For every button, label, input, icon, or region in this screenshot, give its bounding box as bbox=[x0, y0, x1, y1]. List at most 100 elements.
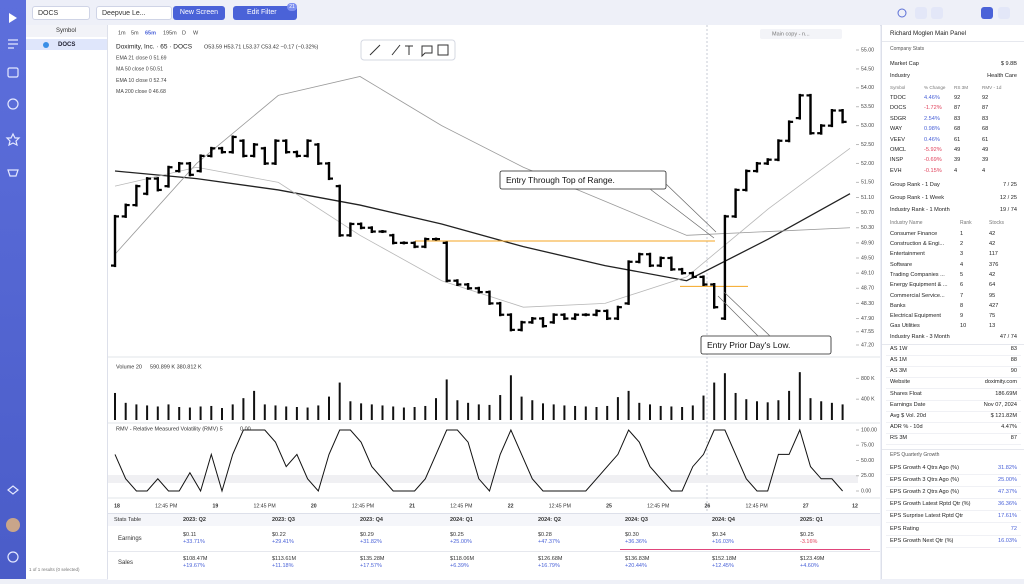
industry-cell: 95 bbox=[989, 292, 996, 299]
price-bar bbox=[218, 146, 226, 154]
price-bar bbox=[485, 290, 494, 305]
peer-cell[interactable]: OMCL bbox=[890, 147, 907, 153]
industry-header: Rank bbox=[960, 219, 972, 226]
y-tick-label: 54.50 bbox=[861, 66, 874, 72]
price-bar bbox=[742, 169, 751, 192]
price-bar bbox=[731, 188, 740, 218]
industry-cell: 376 bbox=[989, 261, 999, 268]
row-divider bbox=[886, 388, 1021, 390]
price-bar bbox=[164, 165, 173, 188]
help-icon[interactable] bbox=[7, 551, 19, 563]
x-icon[interactable] bbox=[915, 7, 927, 19]
filter-icon[interactable] bbox=[7, 169, 19, 177]
indicator-label: MA 50 close 0 50.51 bbox=[116, 67, 163, 73]
y-tick-label: 75.00 bbox=[861, 443, 874, 449]
timeframe[interactable]: W bbox=[193, 30, 199, 36]
list-icon[interactable] bbox=[981, 7, 993, 19]
industry-header: Industry Name bbox=[890, 219, 923, 226]
peer-cell[interactable]: VEEV bbox=[890, 136, 905, 143]
moving-average bbox=[114, 170, 851, 282]
symbol-tab[interactable]: DOCS bbox=[32, 6, 90, 20]
layout-icon[interactable] bbox=[998, 7, 1010, 19]
watchlist-icon[interactable] bbox=[7, 67, 19, 78]
toolbar-icons[interactable] bbox=[369, 44, 449, 58]
y-tick-label: 50.70 bbox=[861, 210, 874, 216]
industry-cell: 7 bbox=[960, 292, 964, 299]
scan-icon[interactable] bbox=[7, 98, 19, 110]
eps-value: 47.37% bbox=[998, 488, 1017, 495]
stats-header: 2023: Q4 bbox=[360, 517, 383, 523]
watchlist-symbol[interactable]: DOCS bbox=[58, 42, 76, 48]
timeframe[interactable]: 65m bbox=[145, 30, 156, 36]
indicator-label: MA 200 close 0 46.68 bbox=[116, 89, 166, 95]
app-icon[interactable] bbox=[931, 7, 943, 19]
peer-cell[interactable]: WAY bbox=[890, 126, 903, 133]
price-bar bbox=[753, 161, 761, 173]
new-screen-button[interactable]: New Screen bbox=[173, 6, 225, 20]
layout-select[interactable] bbox=[760, 29, 842, 39]
stats-change: +16.79% bbox=[538, 563, 560, 569]
stats-value: $0.29 bbox=[360, 532, 374, 538]
peer-cell[interactable]: DOCS bbox=[890, 105, 907, 112]
y-tick-label: 51.50 bbox=[861, 180, 874, 186]
chart-background bbox=[108, 25, 880, 513]
price-bar bbox=[699, 275, 708, 286]
volume-bar bbox=[723, 373, 726, 420]
volume-bar bbox=[681, 407, 684, 420]
share-icon[interactable] bbox=[897, 8, 907, 18]
section-title: Company Stats bbox=[890, 46, 925, 52]
y-tick-label: 54.00 bbox=[861, 85, 874, 91]
peer-cell[interactable]: TDOC bbox=[890, 95, 906, 101]
y-tick-label: 48.30 bbox=[861, 301, 874, 307]
price-bar bbox=[817, 124, 826, 135]
avatar[interactable] bbox=[6, 518, 20, 532]
y-tick-label: 100.00 bbox=[861, 427, 877, 433]
timeframe[interactable]: 5m bbox=[131, 30, 139, 36]
volume-bar bbox=[777, 400, 780, 420]
timeframe[interactable]: 195m bbox=[163, 30, 177, 36]
company-stat-label: Industry bbox=[890, 73, 910, 79]
volume-bar bbox=[210, 405, 213, 420]
chart-title: Doximity, Inc. · 65 · DOCS bbox=[116, 44, 193, 51]
peer-cell: -5.92% bbox=[924, 147, 942, 153]
peer-cell: 0.46% bbox=[924, 136, 940, 143]
stats-change: +6.39% bbox=[450, 563, 469, 569]
peer-cell: 83 bbox=[954, 115, 961, 122]
price-bar bbox=[196, 154, 205, 173]
timeframe[interactable]: D bbox=[182, 30, 186, 36]
stat-value: 87 bbox=[1010, 435, 1017, 442]
group-rank-label: Group Rank - 1 Day bbox=[890, 182, 940, 189]
edit-filter-button[interactable]: Edit Filter bbox=[233, 6, 297, 20]
peer-cell[interactable]: INSP bbox=[890, 157, 904, 164]
peer-cell[interactable]: EVH bbox=[890, 167, 902, 174]
peer-cell: 4.46% bbox=[924, 95, 940, 101]
top-icons bbox=[897, 7, 1010, 19]
x-tick-label: 12:45 PM bbox=[647, 503, 669, 509]
peer-header: RMV - 1d bbox=[982, 85, 1002, 90]
row-divider bbox=[886, 534, 1021, 536]
stats-change: +4.60% bbox=[800, 563, 819, 569]
price-bar bbox=[795, 93, 804, 120]
volume-bar bbox=[114, 392, 116, 420]
timeframe[interactable]: 1m bbox=[118, 30, 126, 36]
row-divider bbox=[886, 377, 1021, 379]
row-divider bbox=[886, 410, 1021, 412]
peer-cell: 39 bbox=[982, 157, 989, 164]
screen-tab[interactable]: Deepvue Le... bbox=[96, 6, 172, 20]
stats-value: $0.30 bbox=[625, 532, 639, 538]
y-tick-label: 0.00 bbox=[861, 488, 871, 494]
industry-cell: 2 bbox=[960, 241, 964, 247]
volume-bar bbox=[274, 405, 277, 420]
menu-icon[interactable] bbox=[8, 39, 18, 49]
star-icon[interactable] bbox=[5, 132, 21, 147]
price-bar bbox=[421, 237, 430, 249]
price-bar bbox=[260, 146, 269, 165]
watchlist-row[interactable] bbox=[26, 39, 107, 50]
peer-cell[interactable]: SDGR bbox=[890, 115, 907, 122]
academy-icon[interactable] bbox=[7, 485, 19, 495]
x-tick-label: 22 bbox=[508, 503, 514, 509]
price-bar bbox=[153, 177, 162, 192]
stats-header: 2024: Q3 bbox=[625, 517, 648, 523]
stat-label: RS 3M bbox=[890, 435, 908, 442]
stats-value: $108.47M bbox=[183, 556, 208, 562]
